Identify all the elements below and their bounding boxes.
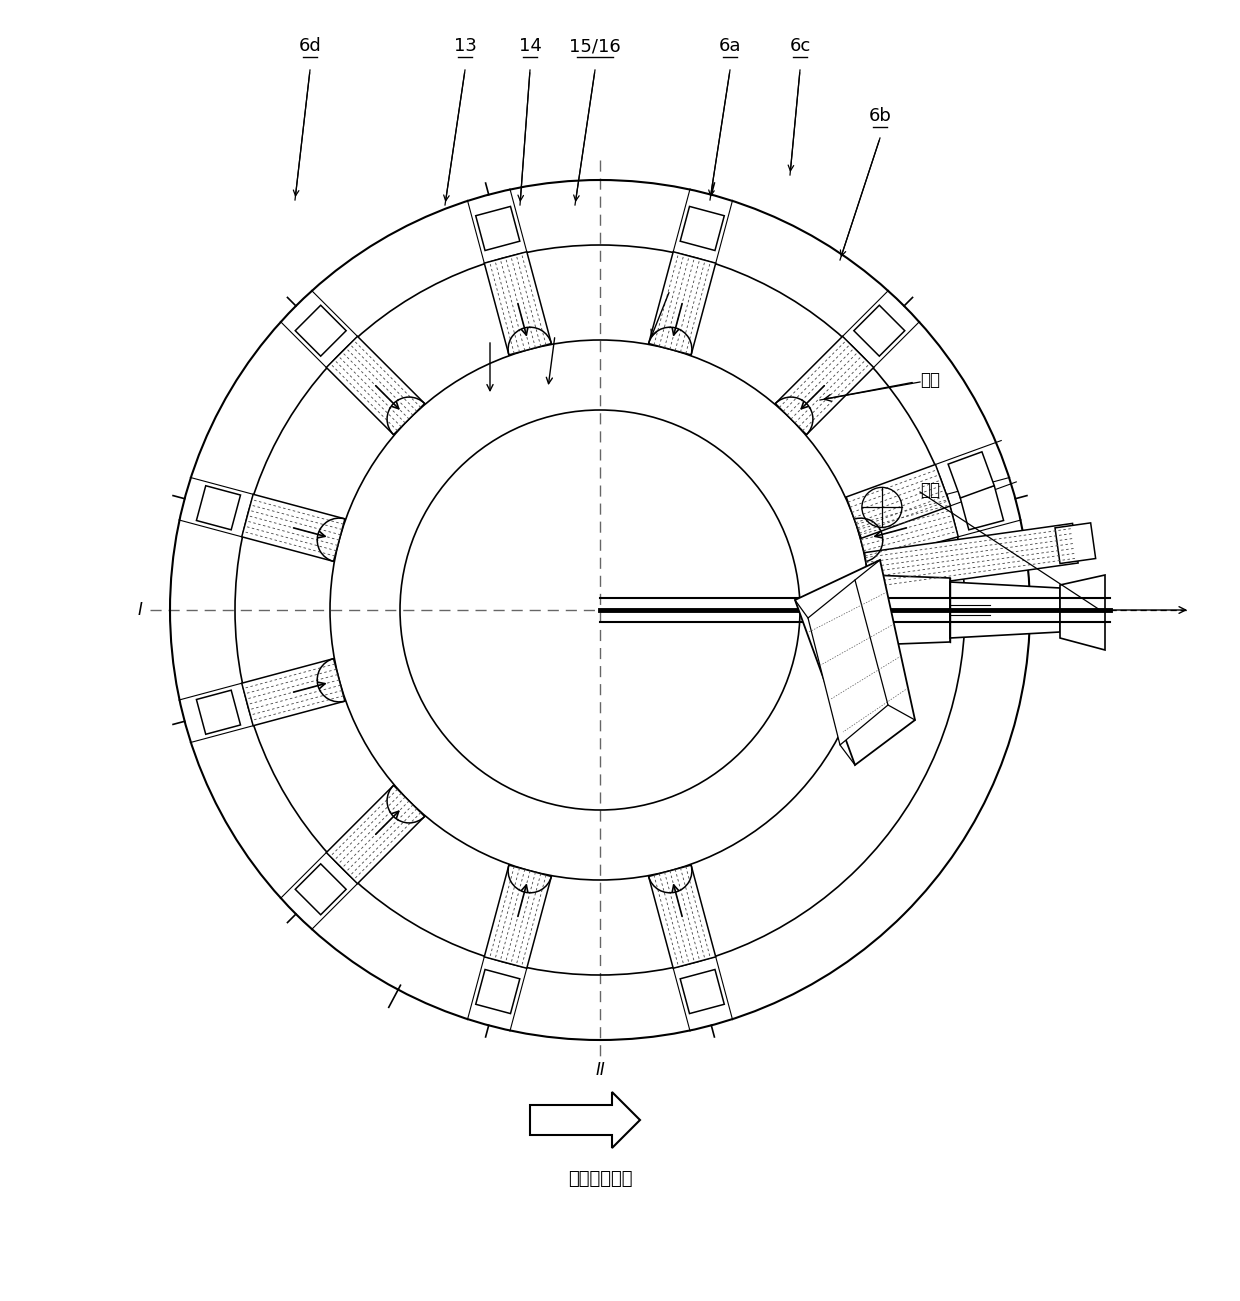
Polygon shape	[1055, 523, 1096, 563]
Text: 6d: 6d	[299, 36, 321, 55]
Polygon shape	[295, 306, 346, 356]
Text: 6b: 6b	[868, 107, 892, 125]
Polygon shape	[960, 485, 1003, 530]
Text: 13: 13	[454, 36, 476, 55]
Polygon shape	[795, 559, 915, 765]
Polygon shape	[950, 582, 1060, 637]
Polygon shape	[529, 1092, 640, 1147]
Polygon shape	[649, 865, 715, 968]
Polygon shape	[476, 969, 520, 1013]
Polygon shape	[242, 658, 345, 726]
Polygon shape	[649, 251, 715, 355]
Polygon shape	[485, 865, 552, 968]
Polygon shape	[242, 494, 345, 561]
Polygon shape	[196, 691, 241, 734]
Polygon shape	[864, 523, 1078, 592]
Polygon shape	[856, 494, 959, 561]
Text: II: II	[595, 1062, 605, 1079]
Polygon shape	[949, 451, 994, 498]
Polygon shape	[808, 580, 888, 745]
Polygon shape	[870, 575, 950, 645]
Polygon shape	[681, 207, 724, 251]
Text: 15/16: 15/16	[569, 36, 621, 55]
Polygon shape	[681, 969, 724, 1013]
Text: 14: 14	[518, 36, 542, 55]
Polygon shape	[1060, 575, 1105, 650]
Polygon shape	[326, 786, 424, 883]
Polygon shape	[854, 306, 905, 356]
Text: I: I	[138, 601, 143, 619]
Polygon shape	[295, 864, 346, 915]
Polygon shape	[775, 337, 874, 435]
Polygon shape	[485, 251, 552, 355]
Text: 进料: 进料	[920, 371, 940, 389]
Polygon shape	[196, 485, 241, 530]
Polygon shape	[326, 337, 424, 435]
Text: 6a: 6a	[719, 36, 742, 55]
Polygon shape	[846, 464, 951, 539]
Text: 炉底旋转方向: 炉底旋转方向	[568, 1170, 632, 1188]
Text: 6c: 6c	[790, 36, 811, 55]
Polygon shape	[476, 207, 520, 251]
Text: 出渣: 出渣	[920, 481, 940, 500]
